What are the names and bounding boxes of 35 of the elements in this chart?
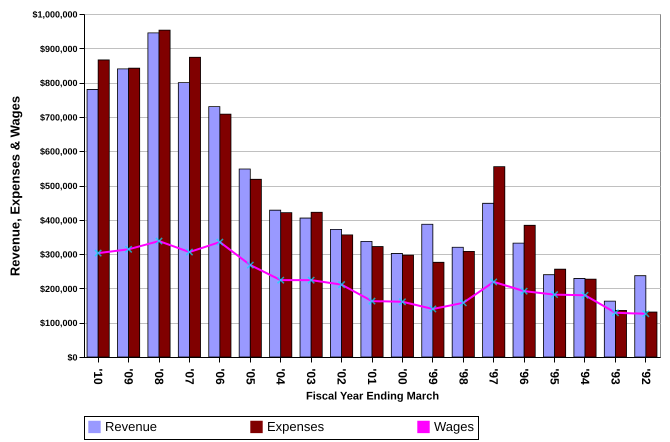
- x-tick-label: '06: [212, 368, 227, 386]
- y-tick-label: $200,000: [40, 284, 78, 294]
- x-tick-label: '03: [304, 368, 318, 386]
- x-tick-label: '07: [182, 368, 196, 386]
- y-tick-label: $600,000: [40, 146, 78, 157]
- y-tick-label: $400,000: [40, 215, 78, 226]
- x-tick-label: '01: [365, 368, 379, 386]
- x-tick-label: '94: [578, 368, 592, 386]
- x-tick-label: '09: [122, 368, 136, 386]
- x-tick-label: '98: [456, 368, 470, 386]
- x-tick-label: '00: [395, 368, 410, 386]
- y-tick-label: $700,000: [40, 112, 78, 122]
- legend-label: Wages: [434, 418, 474, 434]
- legend-label: Expenses: [267, 418, 325, 434]
- y-tick-label: $0: [67, 352, 78, 362]
- x-tick-label: '92: [638, 368, 653, 386]
- x-tick-label: '96: [517, 368, 532, 386]
- y-tick-label: $300,000: [40, 250, 78, 260]
- y-axis-title: Revenue, Expenses & Wages: [7, 96, 22, 276]
- legend-label: Revenue: [105, 418, 158, 434]
- x-tick-label: '08: [152, 368, 166, 386]
- x-tick-label: '05: [243, 368, 258, 386]
- y-tick-label: $900,000: [40, 44, 78, 54]
- x-tick-label: '95: [548, 368, 562, 386]
- y-tick-label: $100,000: [40, 318, 78, 328]
- x-tick-label: '02: [334, 368, 349, 386]
- y-tick-label: $800,000: [40, 78, 78, 88]
- x-tick-label: '99: [426, 368, 440, 386]
- y-tick-label: $500,000: [40, 181, 78, 191]
- y-tick-label: $1,000,000: [32, 10, 78, 20]
- x-axis-title: Fiscal Year Ending March: [306, 390, 440, 403]
- x-tick-label: '93: [608, 368, 622, 386]
- x-tick-label: '97: [486, 368, 501, 386]
- x-tick-label: '04: [274, 368, 288, 386]
- x-tick-label: '10: [91, 368, 106, 386]
